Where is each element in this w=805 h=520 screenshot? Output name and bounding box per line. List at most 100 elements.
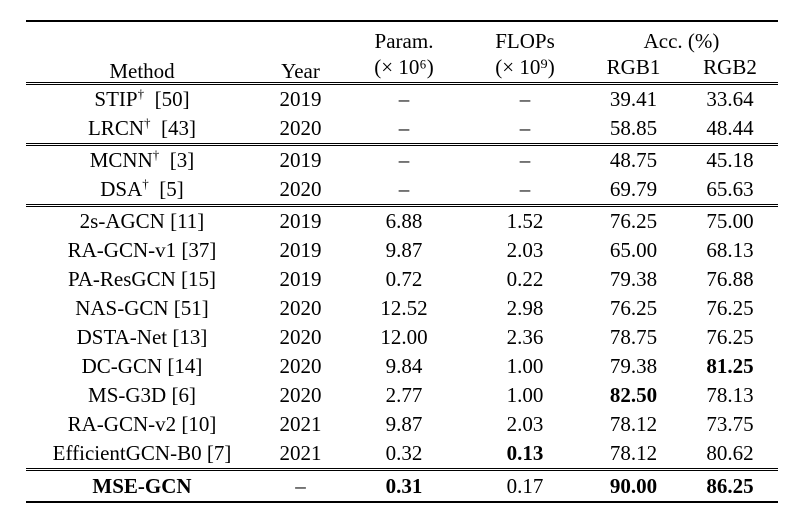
- method-name: MCNN: [89, 148, 153, 172]
- cell-year: 2020: [279, 325, 322, 349]
- table-row: NAS-GCN [51] 2020 12.52 2.98 76.25 76.25: [26, 294, 778, 323]
- cell-rgb2: 48.44: [706, 116, 754, 140]
- table-row: EfficientGCN-B0 [7] 2021 0.32 0.13 78.12 80.6…: [26, 439, 778, 470]
- cell-year: 2020: [279, 296, 322, 320]
- cell-param: 9.87: [385, 412, 423, 436]
- cell-method: DSA† [5]: [26, 175, 258, 206]
- header-method: Method: [26, 20, 258, 84]
- method-ref: [43]: [161, 116, 196, 140]
- cell-rgb2: 80.62: [706, 441, 754, 465]
- cell-param: –: [398, 177, 410, 201]
- table-row: RA-GCN-v2 [10] 2021 9.87 2.03 78.12 73.75: [26, 410, 778, 439]
- cell-year: 2019: [258, 204, 343, 236]
- cell-year: 2019: [279, 238, 322, 262]
- dagger-mark: †: [142, 176, 149, 191]
- cell-rgb2: 68.13: [706, 238, 754, 262]
- cell-rgb2: 76.25: [706, 296, 754, 320]
- cell-param: 0.72: [385, 267, 423, 291]
- header-rgb2: RGB2: [703, 54, 757, 79]
- dagger-mark: †: [137, 86, 145, 101]
- table-row: MS-G3D [6] 2020 2.77 1.00 82.50 78.13: [26, 381, 778, 410]
- cell-year: 2019: [258, 82, 343, 114]
- header-flops: FLOPs: [465, 20, 585, 52]
- table-row-final: MSE-GCN –0.31 0.17 90.00 86.25: [26, 468, 778, 503]
- cell-flops: –: [519, 177, 531, 201]
- cell-rgb2: 65.63: [706, 177, 754, 201]
- cell-year: 2020: [279, 354, 322, 378]
- table-row: LRCN† [43] 2020 – – 58.85 48.44: [26, 114, 778, 145]
- cell-year: 2020: [279, 116, 322, 140]
- cell-year: 2019: [258, 143, 343, 175]
- table-body: STIP† [50] 2019– –39.41 33.64 LRCN† [43] 2020…: [26, 82, 778, 503]
- table-row: 2s-AGCN [11] 2019 6.88 1.52 76.25 75.00: [26, 204, 778, 236]
- cell-method: MSE-GCN: [26, 468, 258, 503]
- cell-year: 2019: [279, 267, 322, 291]
- cell-year: 2020: [279, 383, 322, 407]
- table-header: Method Year Param. FLOPs Acc. (%) (× 10⁶…: [26, 20, 778, 84]
- cell-method: DSTA-Net [13]: [76, 325, 208, 349]
- cell-method: DC-GCN [14]: [81, 354, 203, 378]
- table-row: RA-GCN-v1 [37] 2019 9.87 2.03 65.00 68.13: [26, 236, 778, 265]
- cell-rgb2: 73.75: [706, 412, 754, 436]
- cell-flops: 1.00: [506, 354, 544, 378]
- cell-method: MS-G3D [6]: [88, 383, 196, 407]
- table-row: DSA† [5] 2020 – – 69.79 65.63: [26, 175, 778, 206]
- cell-param: –: [343, 143, 465, 175]
- cell-rgb1: 78.75: [609, 325, 658, 349]
- cell-rgb1: 69.79: [609, 177, 658, 201]
- cell-param: 9.84: [385, 354, 423, 378]
- method-ref: [50]: [154, 87, 190, 111]
- method-ref: [5]: [159, 177, 184, 201]
- cell-method: LRCN† [43]: [26, 114, 258, 145]
- method-name: DSA: [100, 177, 143, 201]
- cell-flops: 2.03: [506, 238, 544, 262]
- cell-rgb1: 39.41: [585, 82, 682, 114]
- cell-method: 2s-AGCN [11]: [26, 204, 258, 236]
- cell-param: 0.31: [343, 468, 465, 503]
- cell-rgb1: 78.12: [609, 441, 658, 465]
- cell-rgb2: 76.88: [706, 267, 754, 291]
- cell-rgb1: 90.00: [585, 468, 682, 503]
- cell-rgb2: 78.13: [706, 383, 754, 407]
- cell-method: STIP† [50]: [26, 82, 258, 114]
- cell-year: –: [258, 468, 343, 503]
- table-row: STIP† [50] 2019– –39.41 33.64: [26, 82, 778, 114]
- cell-rgb1: 76.25: [585, 204, 682, 236]
- cell-rgb2: 76.25: [706, 325, 754, 349]
- cell-rgb1: 82.50: [609, 383, 658, 407]
- cell-param: 0.32: [385, 441, 423, 465]
- header-acc: Acc. (%): [585, 20, 778, 52]
- cell-flops: 2.36: [506, 325, 544, 349]
- cell-flops: 2.98: [506, 296, 544, 320]
- results-table: Method Year Param. FLOPs Acc. (%) (× 10⁶…: [26, 20, 778, 503]
- method-name: LRCN: [87, 116, 144, 140]
- cell-rgb1: 48.75: [585, 143, 682, 175]
- cell-year: 2021: [279, 441, 322, 465]
- cell-rgb1: 79.38: [609, 267, 658, 291]
- cell-method: NAS-GCN [51]: [75, 296, 209, 320]
- table-row: DC-GCN [14] 2020 9.84 1.00 79.38 81.25: [26, 352, 778, 381]
- cell-param: –: [398, 116, 410, 140]
- header-param: Param.: [343, 20, 465, 52]
- cell-flops: 1.52: [465, 204, 585, 236]
- cell-method: RA-GCN-v2 [10]: [67, 412, 217, 436]
- cell-param: –: [343, 82, 465, 114]
- cell-param: 6.88: [343, 204, 465, 236]
- cell-rgb1: 76.25: [609, 296, 658, 320]
- cell-rgb2: 81.25: [706, 354, 754, 378]
- cell-year: 2021: [279, 412, 322, 436]
- cell-rgb2: 86.25: [682, 468, 778, 503]
- cell-rgb2: 75.00: [682, 204, 778, 236]
- method-name: STIP: [94, 87, 138, 111]
- cell-flops: –: [465, 143, 585, 175]
- header-rgb1: RGB1: [606, 54, 661, 79]
- cell-flops: –: [519, 116, 531, 140]
- cell-rgb2: 45.18: [682, 143, 778, 175]
- cell-flops: 0.17: [465, 468, 585, 503]
- cell-flops: 1.00: [506, 383, 544, 407]
- dagger-mark: †: [152, 147, 160, 162]
- header-year: Year: [258, 20, 343, 84]
- cell-flops: 2.03: [506, 412, 544, 436]
- cell-param: 2.77: [385, 383, 423, 407]
